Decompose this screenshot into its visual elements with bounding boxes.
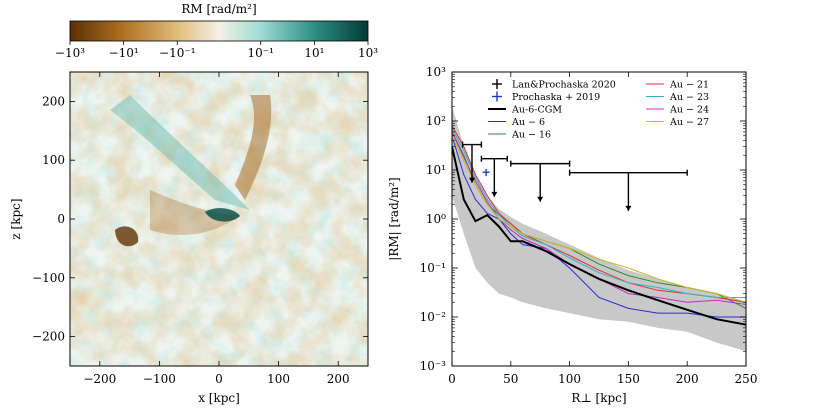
legend-entry: Au − 27 [646, 117, 709, 128]
plot-ytick-label: 10⁰ [426, 212, 446, 226]
legend-label: Au − 16 [511, 130, 551, 141]
legend-label: Au − 23 [669, 92, 709, 103]
plot-ytick-label: 10² [426, 114, 446, 128]
colorbar-gradient [69, 20, 369, 42]
detection-point [482, 168, 490, 177]
plot-xtick-label: 0 [448, 372, 456, 386]
plot-ytick-label: 10⁻³ [420, 359, 447, 373]
series-line-4 [452, 128, 746, 298]
legend-entry: Au-6-CGM [488, 105, 562, 116]
map-xtick-label: −100 [143, 372, 176, 386]
rm-map-panel: −200 −100 0 100 200 −200 −100 0 100 200 x [kpc] z… [9, 71, 369, 405]
legend-entry: Au − 16 [488, 130, 551, 141]
map-xtick-label: 200 [327, 372, 350, 386]
plot-xtick-label: 100 [558, 372, 581, 386]
upper-limit-2 [510, 160, 571, 202]
series-line-5 [452, 131, 746, 305]
legend-label: Au − 6 [511, 117, 545, 128]
legend-label: Au − 24 [669, 105, 709, 116]
map-ylabel: z [kpc] [9, 198, 23, 239]
plot-ylabel: |RM| [rad/m²] [387, 177, 401, 260]
legend-label: Lan&Prochaska 2020 [512, 80, 616, 91]
colorbar-tick-label: 10³ [358, 46, 378, 60]
colorbar-tick-label: 10⁻¹ [248, 46, 274, 60]
colorbar-tick-label: −10³ [55, 46, 85, 60]
legend-entry: Au − 24 [646, 105, 709, 116]
legend-label: Prochaska + 2019 [512, 92, 600, 103]
plot-ytick-label: 10¹ [426, 163, 446, 177]
legend-entry: Au − 6 [488, 117, 545, 128]
upper-limit-1 [480, 155, 508, 197]
map-xtick-label: −200 [83, 372, 116, 386]
map-ytick-label: 200 [42, 94, 65, 108]
rm-map-image [70, 72, 368, 366]
colorbar-tick-label: 10¹ [304, 46, 324, 60]
map-xlabel: x [kpc] [198, 391, 240, 405]
spread-band [452, 106, 746, 352]
plot-xtick-label: 150 [617, 372, 640, 386]
map-ytick-label: 100 [42, 153, 65, 167]
plot-ytick-label: 10⁻¹ [420, 261, 446, 275]
legend-label: Au − 21 [669, 80, 709, 91]
legend-entry: Au − 21 [646, 80, 709, 91]
map-ytick-label: 0 [57, 212, 65, 226]
plot-xtick-label: 50 [503, 372, 518, 386]
plot-xlabel: R⊥ [kpc] [571, 391, 626, 405]
colorbar: RM [rad/m²] −10³ −10¹ −10⁻¹ 10⁻¹ 10¹ 10³ [55, 2, 378, 60]
colorbar-tick-label: −10⁻¹ [159, 46, 195, 60]
upper-limit-0 [461, 141, 483, 183]
legend-label: Au − 27 [669, 117, 709, 128]
colorbar-label: RM [rad/m²] [181, 2, 256, 16]
map-xtick-label: 100 [267, 372, 290, 386]
map-ytick-label: −100 [32, 271, 65, 285]
colorbar-tick-label: −10¹ [109, 46, 139, 60]
legend-entry: Prochaska + 2019 [492, 91, 600, 103]
series-line-6 [452, 135, 746, 303]
legend-entry: Lan&Prochaska 2020 [492, 79, 616, 91]
legend-entry: Au − 23 [646, 92, 709, 103]
upper-limit-3 [568, 169, 688, 211]
plot-xtick-label: 200 [676, 372, 699, 386]
map-ytick-label: −200 [32, 330, 65, 344]
map-xtick-label: 0 [215, 372, 223, 386]
rm-profile-panel: 0 50 100 150 200 25010⁻³10⁻²10⁻¹10⁰10¹10²10³ … [387, 65, 757, 405]
plot-xtick-label: 250 [735, 372, 758, 386]
plot-ytick-label: 10³ [426, 65, 446, 79]
legend-label: Au-6-CGM [511, 105, 562, 116]
series-line-0 [452, 146, 746, 326]
plot-ytick-label: 10⁻² [420, 310, 447, 324]
